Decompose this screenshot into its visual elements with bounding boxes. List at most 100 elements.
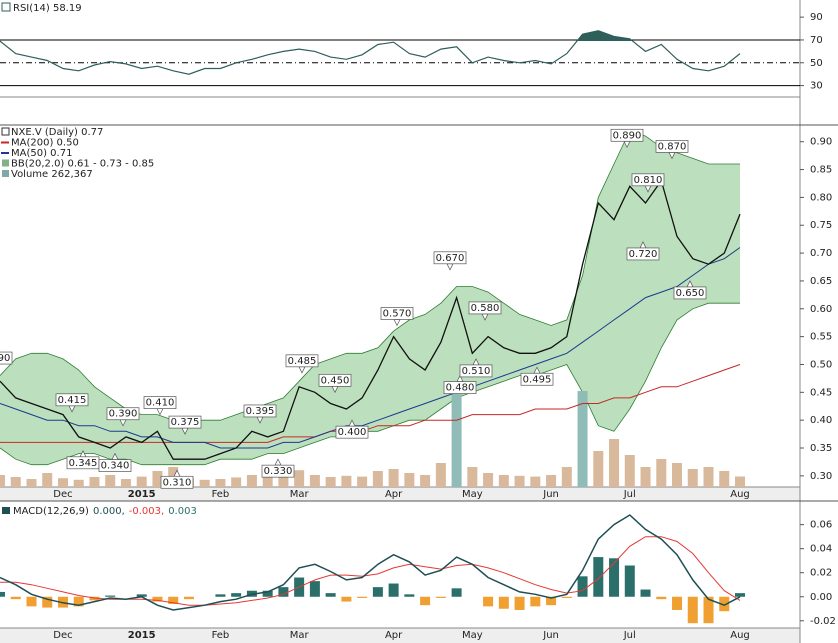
legend-icon <box>1 127 10 136</box>
volume-bar <box>593 451 604 487</box>
panel-title: RSI(14) 58.19 <box>13 3 82 14</box>
x-tick-label: Dec <box>53 489 72 500</box>
histogram-bar <box>0 591 5 597</box>
histogram-bar <box>703 596 714 624</box>
flag-label: 0.450 <box>321 375 350 386</box>
price-flag: 0.410 <box>143 396 177 416</box>
legend-entry: NXE.V (Daily) 0.77 <box>11 127 103 138</box>
flag-label: 0.340 <box>101 461 130 472</box>
y-tick-label: 90 <box>810 12 823 23</box>
histogram-bar <box>73 596 84 607</box>
volume-bar <box>309 475 320 487</box>
y-tick-label: 0.90 <box>810 137 832 148</box>
flag-label: 0.345 <box>69 458 98 469</box>
y-tick-label: 0.70 <box>810 248 832 259</box>
volume-bar <box>561 467 572 487</box>
price-flag: 0.390 <box>106 407 140 427</box>
histogram-bar <box>609 558 620 597</box>
volume-bar <box>577 391 588 487</box>
volume-bar <box>514 475 525 487</box>
price-flag: 0.395 <box>243 404 277 424</box>
histogram-bar <box>26 596 37 607</box>
volume-bar <box>325 477 336 487</box>
volume-bar <box>105 475 116 487</box>
histogram-bar <box>357 596 368 598</box>
flag-box <box>261 464 295 478</box>
price-flag: 0.495 <box>520 366 554 386</box>
price-flag: 0.650 <box>673 280 707 300</box>
volume-bar <box>672 463 683 487</box>
flag-label: 0.310 <box>163 477 192 488</box>
histogram-bar <box>183 596 194 600</box>
price-flag: 0.450 <box>318 373 352 394</box>
histogram-bar <box>152 596 163 602</box>
volume-bar <box>0 475 5 487</box>
volume-bar <box>10 477 21 487</box>
flag-box <box>143 396 177 409</box>
legend-icon <box>2 159 9 167</box>
x-tick-label: Jun <box>542 630 559 641</box>
volume-bar <box>57 478 68 487</box>
y-tick-label: 0.85 <box>810 165 832 176</box>
y-tick-label: 30 <box>810 81 823 92</box>
volume-bar <box>262 476 273 487</box>
flag-box <box>443 381 477 394</box>
flag-label: 0.580 <box>471 303 500 314</box>
y-tick-label: 0.50 <box>810 359 832 370</box>
flag-label: 0.570 <box>383 308 412 319</box>
y-tick-label: 0.80 <box>810 192 832 203</box>
volume-bar <box>215 479 226 487</box>
price-flag: 0.330 <box>261 458 295 478</box>
histogram-bar <box>687 596 698 624</box>
flag-label: 0.720 <box>629 249 658 260</box>
volume-bar <box>435 463 446 487</box>
histogram-bar <box>640 589 651 597</box>
volume-bar <box>388 469 399 487</box>
flag-box <box>335 425 369 439</box>
volume-bar <box>246 475 257 487</box>
histogram-bar <box>215 594 226 597</box>
moving-average <box>0 364 741 443</box>
x-tick-label: Aug <box>730 489 750 500</box>
volume-bar <box>120 479 131 487</box>
flag-box <box>318 373 352 387</box>
flag-box <box>243 404 277 418</box>
histogram-bar <box>262 590 273 597</box>
x-tick-label: Mar <box>290 489 310 500</box>
flag-box <box>631 173 665 187</box>
volume-bar <box>278 473 289 487</box>
histogram-bar <box>42 596 53 608</box>
y-tick-label: 0.60 <box>810 304 832 315</box>
flag-label: 0.650 <box>676 288 705 299</box>
x-tick-label: May <box>462 630 483 641</box>
x-tick-label: 2015 <box>128 630 156 641</box>
histogram-bar <box>388 583 399 597</box>
histogram-bar <box>577 576 588 597</box>
legend-entry: MA(200) 0.50 <box>11 138 79 149</box>
histogram-bar <box>530 596 541 607</box>
flag-box <box>55 393 89 407</box>
volume-bar <box>719 471 730 487</box>
y-tick-label: 0.75 <box>810 220 832 231</box>
flag-box <box>285 354 319 368</box>
flag-box <box>673 286 707 300</box>
y-tick-label: 0.02 <box>810 568 832 579</box>
flag-label: 0.495 <box>523 374 552 385</box>
volume-bar <box>451 387 462 487</box>
volume-bar <box>640 467 651 487</box>
volume-bar <box>498 475 509 487</box>
histogram-bar <box>89 596 100 601</box>
flag-box <box>0 351 13 365</box>
price-flag: 0.870 <box>655 140 689 160</box>
y-tick-label: 0.65 <box>810 276 832 287</box>
price-flag: 0.720 <box>626 241 660 261</box>
legend-entry: -0.003, <box>129 506 164 517</box>
flag-label: 0.870 <box>658 141 687 152</box>
volume-bar <box>231 477 242 487</box>
rsi-overbought-fill <box>577 30 633 41</box>
x-tick-label: Jul <box>623 630 636 641</box>
histogram-bar <box>168 596 179 604</box>
flag-box <box>433 251 467 265</box>
macd-line <box>0 514 741 611</box>
histogram-bar <box>404 594 415 597</box>
